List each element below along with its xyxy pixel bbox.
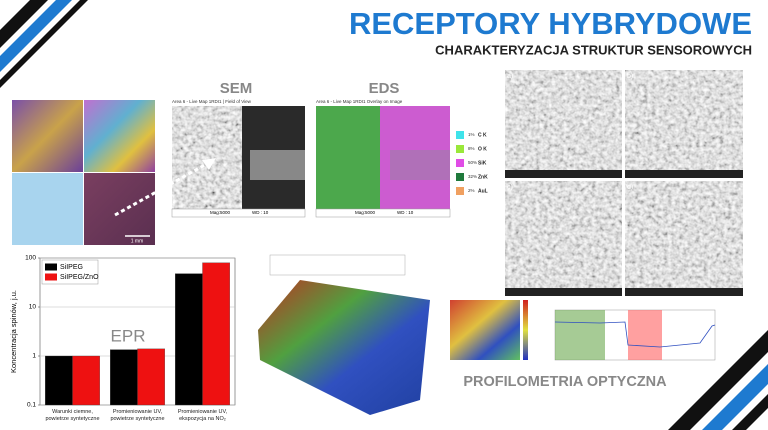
annotation: EPR bbox=[111, 326, 146, 345]
heatmap bbox=[450, 300, 520, 360]
mag: Mag:5000 bbox=[210, 210, 231, 215]
panel-label: d) bbox=[627, 184, 633, 191]
legend-element: ZnK bbox=[478, 174, 488, 180]
legend-swatch bbox=[456, 173, 464, 181]
y-tick-label: 0.1 bbox=[27, 402, 36, 409]
y-tick-label: 1 bbox=[32, 353, 36, 360]
region bbox=[628, 310, 662, 360]
info-bar bbox=[505, 288, 622, 296]
profile-table bbox=[269, 254, 406, 276]
bar bbox=[137, 348, 165, 406]
legend-label: SiIPEG bbox=[60, 264, 83, 271]
colorbar bbox=[523, 300, 528, 360]
eds-label: EDS bbox=[369, 80, 400, 97]
bar bbox=[202, 262, 230, 406]
legend-element: O K bbox=[478, 146, 487, 152]
bar bbox=[110, 349, 138, 406]
info-bar bbox=[625, 288, 743, 296]
stripe bbox=[732, 394, 768, 430]
stripe bbox=[0, 0, 48, 48]
subtitle: CHARAKTERYZACJA STRUKTUR SENSOROWYCH bbox=[435, 42, 752, 57]
scale-label: 1 mm bbox=[131, 238, 144, 244]
sem-grid-image bbox=[505, 181, 622, 296]
legend-element: C K bbox=[478, 132, 487, 138]
legend-swatch bbox=[456, 131, 464, 139]
sem-image bbox=[250, 150, 305, 180]
panel-label: c) bbox=[507, 184, 513, 191]
region bbox=[555, 310, 605, 360]
info-bar bbox=[625, 170, 743, 178]
panel-label: b) bbox=[627, 73, 633, 80]
profile-3d bbox=[258, 280, 430, 415]
legend-percent: 50% bbox=[468, 160, 477, 165]
legend-percent: 32% bbox=[468, 174, 477, 179]
sem-grid-image bbox=[505, 70, 622, 178]
legend-percent: 8% bbox=[468, 146, 475, 151]
profilometry-label: PROFILOMETRIA OPTYCZNA bbox=[463, 374, 667, 390]
x-tick-label: Promieniowanie UV, powietrze syntetyczne bbox=[110, 409, 165, 422]
wd: WD : 10 bbox=[252, 210, 269, 215]
caption: Area 6 - Live Map 1RDI1 | Field of View bbox=[172, 99, 252, 104]
eds-image bbox=[316, 106, 380, 209]
sem-grid-image bbox=[625, 181, 743, 296]
arrow-head bbox=[202, 158, 216, 170]
legend-swatch bbox=[456, 159, 464, 167]
bar bbox=[175, 273, 203, 406]
sem-label: SEM bbox=[220, 80, 253, 97]
wd: WD : 10 bbox=[397, 210, 414, 215]
bar bbox=[72, 355, 100, 406]
legend-swatch bbox=[456, 187, 464, 195]
panel-label: a) bbox=[507, 73, 513, 80]
optical-image bbox=[12, 100, 83, 172]
info-bar bbox=[505, 170, 622, 178]
legend-percent: 1% bbox=[468, 132, 475, 137]
mag: Mag:5000 bbox=[355, 210, 376, 215]
optical-image bbox=[12, 173, 83, 245]
legend-label: SiIPEG/ZnO bbox=[60, 274, 99, 281]
optical-image bbox=[84, 173, 155, 245]
caption: Area 6 - Live Map 1RDI1 Overlay on Image bbox=[316, 99, 403, 104]
optical-image bbox=[84, 100, 155, 172]
profile-line bbox=[554, 321, 716, 348]
legend-swatch bbox=[45, 273, 57, 281]
sem-grid-image bbox=[625, 70, 743, 178]
stripe bbox=[702, 364, 768, 430]
legend-swatch bbox=[45, 263, 57, 271]
legend-percent: 2% bbox=[468, 188, 475, 193]
x-tick-label: Warunki ciemne, powietrze syntetyczne bbox=[45, 409, 100, 422]
bar bbox=[45, 355, 73, 406]
x-tick-label: Promieniowanie UV, ekspozycja na NO₂ bbox=[177, 409, 228, 422]
y-tick-label: 10 bbox=[29, 304, 37, 311]
info-bar bbox=[171, 208, 306, 218]
y-axis-label: Koncentracja spinów, j.u. bbox=[9, 290, 18, 373]
legend-element: AuL bbox=[478, 188, 488, 194]
eds-image bbox=[390, 150, 450, 180]
stripe bbox=[0, 0, 72, 72]
legend-swatch bbox=[456, 145, 464, 153]
y-tick-label: 100 bbox=[25, 255, 36, 262]
stripe bbox=[668, 330, 768, 430]
sem-image bbox=[172, 106, 242, 209]
title: RECEPTORY HYBRYDOWE bbox=[349, 6, 752, 41]
stripe bbox=[0, 0, 88, 88]
legend-element: SiK bbox=[478, 160, 487, 166]
info-bar bbox=[315, 208, 451, 218]
